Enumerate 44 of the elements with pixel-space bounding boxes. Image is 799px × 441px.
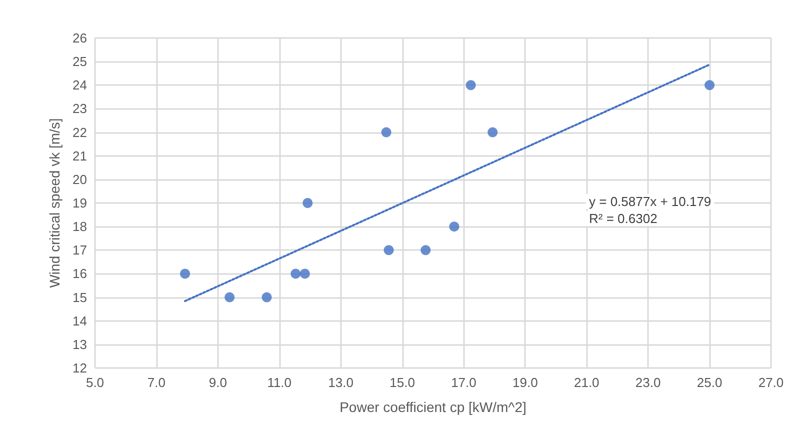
annotation: y = 0.5877x + 10.179 (589, 194, 712, 209)
point (466, 80, 476, 90)
y-axis-title: Wind critical speed vk [m/s] (46, 118, 63, 288)
point (381, 127, 392, 138)
x-tick-label: 7.0 (147, 375, 166, 390)
y-tick-label: 23 (72, 101, 87, 116)
y-tick-label: 16 (72, 266, 87, 282)
y-tick-label: 19 (72, 196, 87, 210)
x-tick-label: 5.0 (86, 375, 104, 390)
y-tick-label: 17 (72, 242, 87, 258)
point (420, 245, 431, 256)
y-tick-label: 22 (72, 124, 87, 140)
y-tick-label: 25 (72, 54, 87, 70)
y-tick-label: 14 (72, 313, 87, 328)
y-tick-label: 21 (72, 148, 87, 164)
y-tick-label: 26 (72, 30, 87, 46)
y-tick-label: 12 (72, 360, 87, 376)
x-tick-label: 9.0 (208, 375, 227, 390)
x-tick-label: 17.0 (451, 375, 476, 390)
x-tick-label: 25.0 (696, 375, 722, 390)
x-tick-label: 11.0 (267, 375, 292, 390)
y-tick-label: 20 (72, 172, 87, 187)
point (704, 80, 715, 90)
point (384, 245, 394, 256)
x-tick-label: 21.0 (574, 375, 600, 390)
x-tick-label: 23.0 (635, 375, 661, 390)
point (449, 222, 460, 232)
x-tick-label: 13.0 (328, 375, 354, 390)
x-tick-label: 15.0 (390, 375, 415, 390)
y-tick-label: 13 (72, 336, 87, 352)
point (488, 127, 498, 138)
y-tick-label: 18 (72, 219, 87, 234)
point (302, 198, 313, 208)
point (290, 268, 301, 279)
point (224, 292, 235, 302)
point (262, 292, 272, 302)
annotation: R² = 0.6302 (589, 211, 658, 226)
x-tick-label: 19.0 (512, 375, 538, 390)
y-tick-label: 15 (72, 290, 87, 305)
point (300, 268, 310, 279)
y-tick-label: 24 (72, 78, 87, 93)
x-tick-label: 27.0 (758, 375, 784, 390)
point (180, 268, 190, 279)
x-axis-title: Power coefficient cp [kW/m^2] (340, 399, 526, 415)
